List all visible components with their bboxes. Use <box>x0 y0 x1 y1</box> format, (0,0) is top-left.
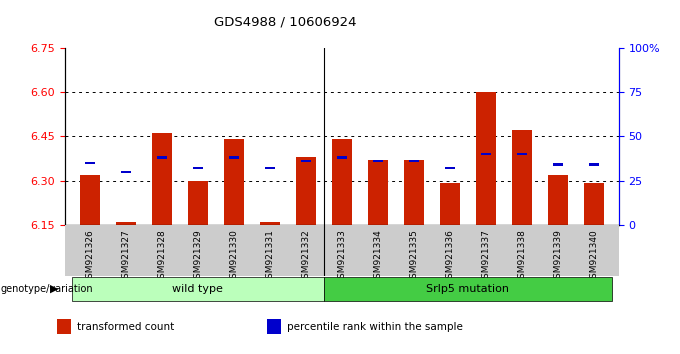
Text: GSM921337: GSM921337 <box>481 229 490 284</box>
Bar <box>324 278 611 301</box>
Bar <box>440 183 460 225</box>
Text: GSM921336: GSM921336 <box>445 229 454 284</box>
Text: GSM921330: GSM921330 <box>229 229 238 284</box>
Bar <box>188 181 207 225</box>
Bar <box>85 162 95 164</box>
Bar <box>547 175 568 225</box>
Text: transformed count: transformed count <box>77 321 174 332</box>
Bar <box>553 164 562 166</box>
Bar <box>260 222 279 225</box>
Bar <box>517 153 527 155</box>
Bar <box>267 319 281 334</box>
Bar <box>192 167 203 169</box>
Bar <box>445 167 455 169</box>
Bar <box>476 92 496 225</box>
Bar <box>404 160 424 225</box>
Text: GSM921327: GSM921327 <box>121 229 131 284</box>
Bar <box>296 157 316 225</box>
Bar <box>373 160 383 162</box>
Text: GSM921329: GSM921329 <box>193 229 202 284</box>
Text: GSM921332: GSM921332 <box>301 229 310 284</box>
Text: GSM921334: GSM921334 <box>373 229 382 284</box>
Text: percentile rank within the sample: percentile rank within the sample <box>287 321 462 332</box>
Bar <box>56 319 71 334</box>
Bar <box>152 133 171 225</box>
Text: wild type: wild type <box>172 284 223 294</box>
Bar <box>368 160 388 225</box>
Text: GSM921326: GSM921326 <box>85 229 95 284</box>
Text: GSM921335: GSM921335 <box>409 229 418 284</box>
Bar <box>224 139 243 225</box>
Bar <box>337 156 347 159</box>
Bar <box>228 156 239 159</box>
Bar <box>332 139 352 225</box>
Text: GSM921340: GSM921340 <box>589 229 598 284</box>
Bar <box>589 164 598 166</box>
Text: GSM921331: GSM921331 <box>265 229 274 284</box>
Bar <box>80 175 100 225</box>
Text: Srlp5 mutation: Srlp5 mutation <box>426 284 509 294</box>
Bar <box>512 130 532 225</box>
Text: GDS4988 / 10606924: GDS4988 / 10606924 <box>214 16 357 29</box>
Bar <box>301 160 311 162</box>
Bar <box>481 153 491 155</box>
Text: GSM921333: GSM921333 <box>337 229 346 284</box>
Text: GSM921328: GSM921328 <box>157 229 167 284</box>
Bar <box>265 167 275 169</box>
Text: ▶: ▶ <box>50 284 58 294</box>
Bar <box>116 222 136 225</box>
Bar <box>583 183 604 225</box>
Text: GSM921338: GSM921338 <box>517 229 526 284</box>
Text: genotype/variation: genotype/variation <box>1 284 93 294</box>
Text: GSM921339: GSM921339 <box>553 229 562 284</box>
Bar <box>72 278 324 301</box>
Bar <box>121 171 131 173</box>
Bar <box>156 156 167 159</box>
Bar <box>409 160 419 162</box>
